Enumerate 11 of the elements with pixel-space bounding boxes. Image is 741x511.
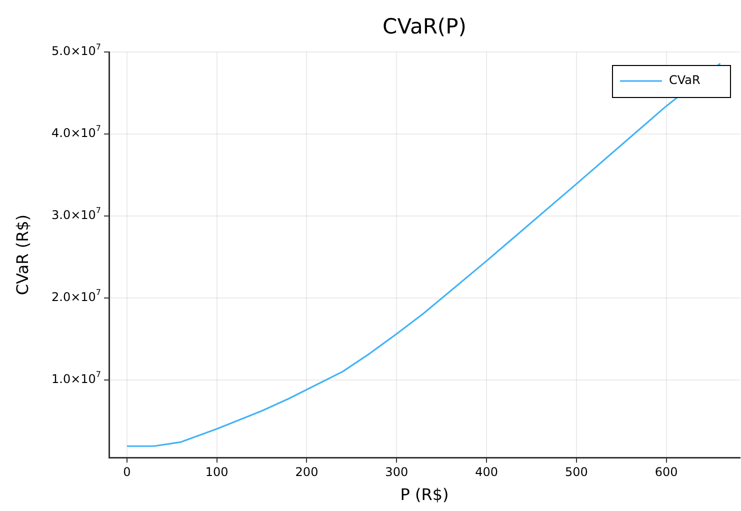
x-tick-label: 600: [654, 464, 678, 479]
x-axis-title: P (R$): [400, 485, 449, 504]
x-tick-label: 200: [295, 464, 318, 479]
x-tick-label: 0: [123, 464, 131, 479]
y-axis-title: CVaR (R$): [13, 214, 32, 296]
chart-title: CVaR(P): [382, 14, 466, 38]
x-tick-label: 100: [205, 464, 228, 479]
x-tick-label: 400: [475, 464, 498, 479]
legend-label: CVaR: [669, 73, 700, 88]
x-tick-label: 500: [564, 464, 588, 479]
x-tick-label: 300: [385, 464, 408, 479]
